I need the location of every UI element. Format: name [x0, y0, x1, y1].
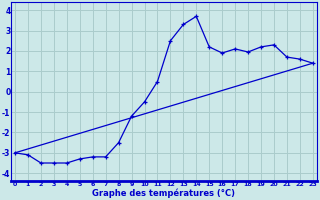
X-axis label: Graphe des températures (°C): Graphe des températures (°C): [92, 188, 236, 198]
